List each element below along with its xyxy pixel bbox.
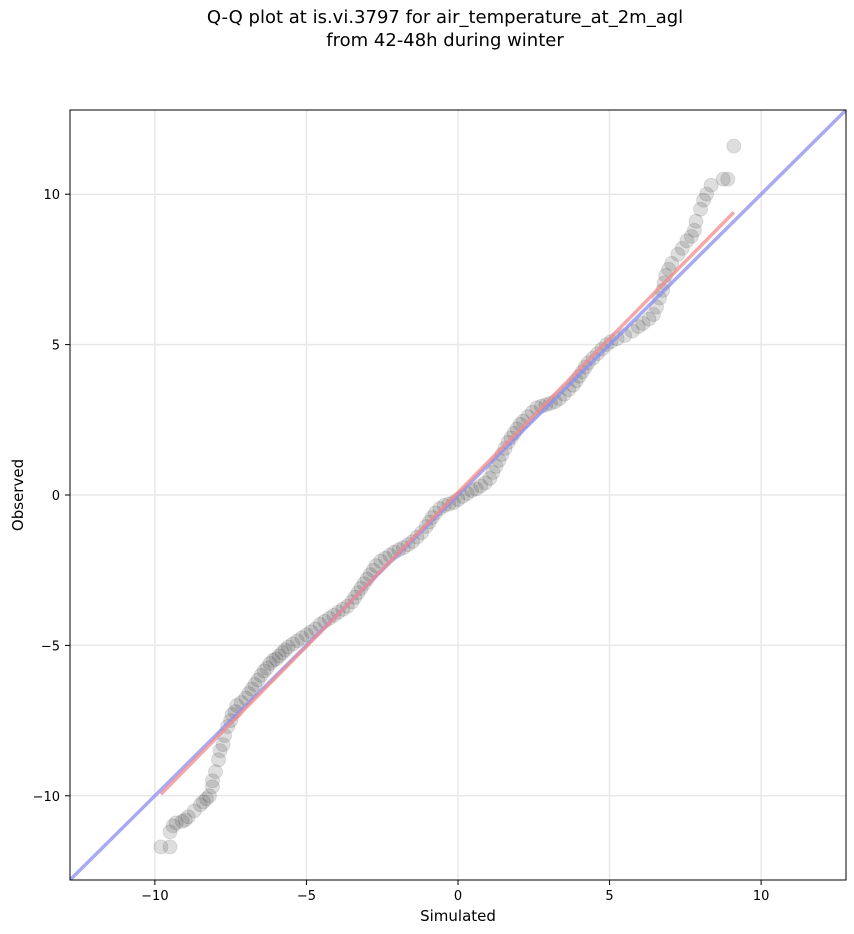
- chart-title-line-1: Q-Q plot at is.vi.3797 for air_temperatu…: [206, 7, 684, 28]
- data-point: [294, 630, 310, 646]
- data-point: [699, 186, 715, 202]
- data-point: [208, 764, 223, 780]
- data-point: [174, 813, 190, 829]
- data-point: [720, 171, 736, 187]
- data-point: [198, 791, 214, 807]
- data-point: [703, 177, 719, 193]
- data-point: [473, 478, 489, 494]
- data-point: [693, 201, 708, 217]
- data-point: [285, 636, 301, 652]
- x-tick-label: 10: [753, 889, 770, 904]
- data-point: [215, 737, 231, 753]
- x-tick-label: −10: [141, 889, 168, 904]
- data-point: [688, 213, 704, 229]
- data-point: [162, 824, 178, 840]
- data-point: [259, 660, 275, 676]
- data-point: [652, 290, 668, 306]
- data-point: [212, 743, 228, 759]
- data-point: [165, 818, 181, 834]
- data-point: [646, 307, 662, 323]
- data-point: [585, 350, 601, 366]
- data-point: [664, 255, 680, 271]
- identity-line: [70, 110, 846, 880]
- data-point: [201, 788, 217, 804]
- y-tick-label: 0: [52, 489, 60, 504]
- data-point: [192, 797, 208, 813]
- data-point: [271, 648, 287, 664]
- data-point: [485, 464, 501, 480]
- data-point: [679, 233, 695, 249]
- fit-line: [159, 211, 736, 796]
- data-point: [326, 607, 342, 623]
- data-point: [250, 672, 266, 688]
- x-tick-label: −5: [297, 889, 316, 904]
- data-point: [599, 337, 615, 353]
- data-point: [256, 663, 272, 679]
- plot-area: [70, 110, 846, 880]
- data-point: [683, 228, 699, 244]
- x-tick-label: 0: [454, 889, 462, 904]
- data-point: [168, 815, 184, 831]
- data-point: [696, 192, 712, 208]
- grid: [70, 110, 846, 880]
- x-axis-label: Simulated: [420, 907, 496, 925]
- data-point: [247, 676, 263, 692]
- data-point: [368, 558, 384, 574]
- data-point: [253, 667, 269, 683]
- data-point: [277, 642, 293, 658]
- data-point: [180, 809, 196, 825]
- data-point: [715, 171, 731, 187]
- data-point: [468, 481, 484, 497]
- data-point: [594, 341, 610, 357]
- data-point: [204, 773, 220, 789]
- data-point: [580, 355, 596, 371]
- data-point: [686, 222, 702, 238]
- y-tick-label: 10: [43, 188, 60, 203]
- y-tick-label: −10: [33, 790, 60, 805]
- data-point: [162, 839, 178, 855]
- data-point: [265, 652, 281, 668]
- data-point: [244, 681, 260, 697]
- plot-frame: [69, 109, 847, 881]
- data-point: [641, 311, 657, 327]
- y-tick-label: 5: [52, 339, 60, 354]
- data-point: [289, 633, 305, 649]
- data-point: [274, 645, 290, 661]
- data-point: [630, 319, 646, 335]
- data-point: [670, 246, 686, 262]
- data-point: [589, 346, 605, 362]
- y-tick-label: −5: [41, 639, 60, 654]
- y-axis-label: Observed: [9, 459, 27, 531]
- data-point: [726, 138, 742, 154]
- data-point: [280, 639, 296, 655]
- data-point: [635, 316, 651, 332]
- chart-title: Q-Q plot at is.vi.3797 for air_temperatu…: [0, 6, 854, 52]
- data-point: [298, 627, 314, 643]
- data-point: [186, 803, 202, 819]
- data-point: [353, 580, 369, 596]
- data-point: [391, 542, 407, 558]
- data-point: [204, 779, 220, 795]
- data-point: [211, 752, 227, 768]
- data-point: [482, 470, 498, 486]
- ticks: −10 −5 0 5 10 −10 −5 0 5 10: [33, 188, 770, 904]
- data-point: [373, 553, 389, 569]
- data-point: [674, 240, 690, 256]
- data-point: [268, 651, 284, 667]
- chart-title-line-2: from 42-48h during winter: [326, 30, 564, 51]
- data-point: [477, 475, 493, 491]
- data-point: [262, 655, 278, 671]
- data-point: [177, 812, 193, 828]
- x-tick-label: 5: [605, 889, 613, 904]
- data-point: [153, 839, 169, 855]
- data-point: [195, 794, 211, 810]
- data-points: [153, 138, 742, 855]
